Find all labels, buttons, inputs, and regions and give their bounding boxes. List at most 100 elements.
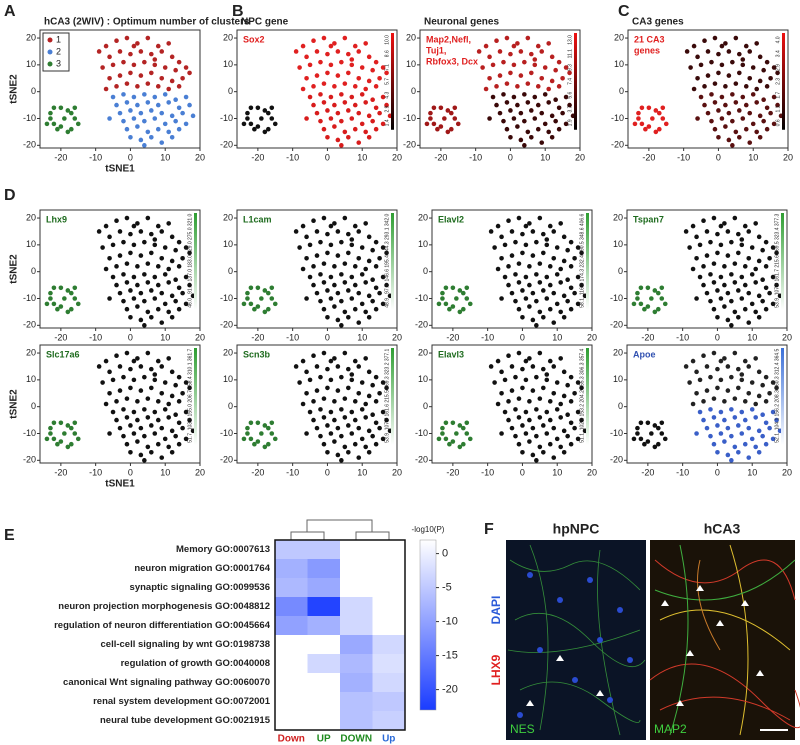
point (546, 129, 551, 135)
point (114, 353, 119, 359)
point (502, 409, 508, 415)
point (725, 317, 731, 323)
point (532, 94, 538, 100)
point (431, 105, 437, 111)
gene-label: L1cam (243, 214, 272, 224)
point (642, 306, 647, 312)
point (321, 100, 327, 105)
y-tick-label: -20 (23, 140, 36, 150)
point (660, 116, 666, 121)
point (58, 105, 64, 111)
point (763, 441, 769, 447)
row-label: canonical Wnt signaling pathway GO:00600… (63, 677, 270, 688)
point (547, 223, 553, 229)
point (537, 396, 543, 401)
point (318, 272, 323, 277)
point (58, 439, 64, 444)
point (352, 43, 358, 49)
colorbar-label: 310.1 (187, 362, 193, 375)
point (155, 102, 161, 108)
point (187, 282, 192, 288)
point (435, 126, 440, 132)
point (509, 290, 515, 296)
legend-swatch (47, 61, 53, 67)
point (149, 288, 154, 293)
point (645, 439, 651, 444)
gene-label: Tspan7 (633, 214, 664, 224)
point (325, 134, 330, 140)
y-tick-label: 0 (228, 401, 233, 411)
y-tick-label: -20 (611, 140, 624, 150)
x-tick-label: 10 (540, 152, 550, 162)
colorbar-label: 153.2 (579, 404, 585, 417)
point (51, 301, 57, 307)
colorbar-label: 116.2 (579, 283, 585, 295)
point (736, 385, 741, 391)
point (255, 105, 261, 111)
point (756, 449, 762, 455)
point (152, 274, 158, 280)
colorbar-label: 3.4 (775, 50, 781, 57)
point (51, 436, 57, 442)
point (335, 253, 341, 258)
plot-frame (419, 29, 581, 149)
point (694, 296, 699, 301)
point (114, 399, 119, 404)
point (293, 364, 299, 369)
point (502, 377, 508, 383)
colorbar-label: 52.1 (774, 433, 780, 443)
point (558, 309, 563, 315)
point (346, 70, 351, 76)
colorbar-label: 5.7 (384, 78, 390, 85)
point (159, 229, 165, 234)
point (121, 118, 126, 124)
point (325, 250, 330, 256)
point (142, 59, 147, 65)
point (300, 401, 306, 407)
point (349, 116, 355, 121)
point (698, 62, 704, 68)
x-tick-label: 0 (128, 332, 133, 342)
point (729, 458, 734, 463)
colorbar-label: 208.3 (774, 390, 780, 403)
point (687, 245, 692, 250)
point (750, 121, 756, 127)
point (438, 124, 444, 129)
point (718, 409, 724, 415)
point (535, 126, 541, 132)
point (135, 304, 140, 309)
point (683, 229, 689, 234)
point (314, 364, 320, 369)
colorbar-label: 58.1 (579, 298, 585, 308)
colorbar-label: 137.0 (187, 269, 193, 282)
colorbar-label: 13.0 (567, 35, 573, 45)
point (155, 264, 161, 269)
point (726, 137, 732, 143)
point (743, 84, 749, 89)
point (551, 290, 557, 296)
point (304, 234, 309, 240)
point (716, 51, 721, 57)
point (187, 385, 192, 391)
point (508, 108, 513, 113)
point (449, 126, 454, 132)
point (321, 126, 327, 132)
point (546, 86, 551, 92)
gene-label: Rbfox3, Dcx (426, 56, 478, 66)
point (547, 264, 553, 269)
point (770, 245, 776, 250)
point (522, 92, 527, 97)
point (732, 350, 738, 356)
point (544, 409, 550, 415)
point (575, 301, 581, 307)
point (307, 94, 313, 100)
y-tick-label: 0 (619, 86, 624, 96)
point (663, 121, 669, 127)
colorbar-label: 7.4 (567, 78, 573, 85)
heatmap-cell (340, 673, 373, 692)
panel-title: Neuronal genes (424, 17, 499, 28)
point (440, 425, 445, 431)
point (649, 296, 654, 301)
point (366, 258, 372, 264)
